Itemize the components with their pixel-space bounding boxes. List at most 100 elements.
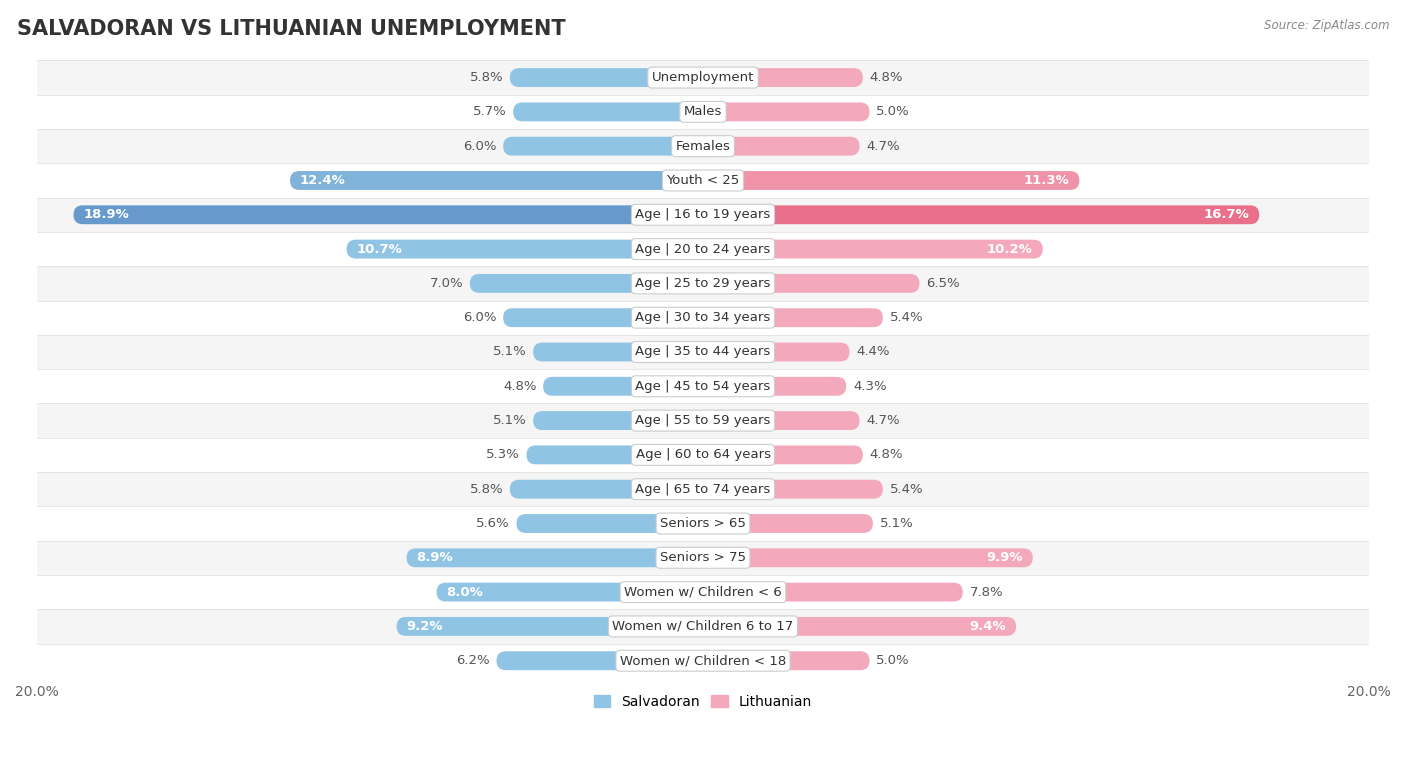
FancyBboxPatch shape [703, 514, 873, 533]
Bar [37, 335, 1369, 369]
Text: 5.3%: 5.3% [486, 448, 520, 462]
Text: Age | 25 to 29 years: Age | 25 to 29 years [636, 277, 770, 290]
Text: 9.2%: 9.2% [406, 620, 443, 633]
Text: 4.4%: 4.4% [856, 345, 890, 359]
Bar [37, 266, 1369, 301]
Text: 5.1%: 5.1% [492, 414, 526, 427]
FancyBboxPatch shape [73, 205, 703, 224]
Bar [37, 403, 1369, 438]
FancyBboxPatch shape [396, 617, 703, 636]
FancyBboxPatch shape [703, 411, 859, 430]
Text: Age | 35 to 44 years: Age | 35 to 44 years [636, 345, 770, 359]
Bar [37, 540, 1369, 575]
FancyBboxPatch shape [703, 480, 883, 499]
FancyBboxPatch shape [533, 411, 703, 430]
Text: 8.0%: 8.0% [447, 586, 484, 599]
FancyBboxPatch shape [510, 480, 703, 499]
Bar [37, 198, 1369, 232]
Text: Females: Females [675, 140, 731, 153]
FancyBboxPatch shape [703, 583, 963, 602]
FancyBboxPatch shape [503, 137, 703, 156]
Text: Unemployment: Unemployment [652, 71, 754, 84]
Text: 5.6%: 5.6% [477, 517, 510, 530]
FancyBboxPatch shape [703, 445, 863, 464]
Text: Age | 65 to 74 years: Age | 65 to 74 years [636, 483, 770, 496]
Text: 18.9%: 18.9% [83, 208, 129, 221]
Text: 12.4%: 12.4% [299, 174, 346, 187]
Bar [37, 61, 1369, 95]
FancyBboxPatch shape [703, 651, 869, 670]
FancyBboxPatch shape [703, 205, 1260, 224]
Text: 4.3%: 4.3% [853, 380, 887, 393]
FancyBboxPatch shape [703, 548, 1033, 567]
Text: 5.1%: 5.1% [492, 345, 526, 359]
FancyBboxPatch shape [436, 583, 703, 602]
FancyBboxPatch shape [470, 274, 703, 293]
Text: 16.7%: 16.7% [1204, 208, 1249, 221]
Text: 4.7%: 4.7% [866, 140, 900, 153]
Text: 5.8%: 5.8% [470, 483, 503, 496]
Bar [37, 301, 1369, 335]
Text: 7.8%: 7.8% [970, 586, 1002, 599]
Text: 5.7%: 5.7% [472, 105, 506, 118]
Bar [37, 369, 1369, 403]
Text: 11.3%: 11.3% [1024, 174, 1070, 187]
FancyBboxPatch shape [503, 308, 703, 327]
Text: 10.7%: 10.7% [357, 242, 402, 256]
Text: Seniors > 65: Seniors > 65 [659, 517, 747, 530]
Bar [37, 164, 1369, 198]
Bar [37, 232, 1369, 266]
Text: 5.1%: 5.1% [880, 517, 914, 530]
Bar [37, 472, 1369, 506]
Text: Age | 55 to 59 years: Age | 55 to 59 years [636, 414, 770, 427]
Text: 5.0%: 5.0% [876, 105, 910, 118]
FancyBboxPatch shape [543, 377, 703, 396]
Text: Males: Males [683, 105, 723, 118]
Text: Youth < 25: Youth < 25 [666, 174, 740, 187]
FancyBboxPatch shape [703, 617, 1017, 636]
Text: Age | 30 to 34 years: Age | 30 to 34 years [636, 311, 770, 324]
Bar [37, 506, 1369, 540]
Text: Age | 60 to 64 years: Age | 60 to 64 years [636, 448, 770, 462]
Text: 9.4%: 9.4% [970, 620, 1007, 633]
Bar [37, 575, 1369, 609]
FancyBboxPatch shape [516, 514, 703, 533]
FancyBboxPatch shape [347, 240, 703, 259]
Legend: Salvadoran, Lithuanian: Salvadoran, Lithuanian [588, 689, 818, 714]
Text: 6.2%: 6.2% [456, 654, 489, 667]
FancyBboxPatch shape [703, 171, 1080, 190]
Bar [37, 129, 1369, 164]
FancyBboxPatch shape [703, 308, 883, 327]
Bar [37, 95, 1369, 129]
FancyBboxPatch shape [533, 343, 703, 361]
Text: 4.7%: 4.7% [866, 414, 900, 427]
Text: 5.8%: 5.8% [470, 71, 503, 84]
FancyBboxPatch shape [496, 651, 703, 670]
Bar [37, 438, 1369, 472]
Text: 5.4%: 5.4% [890, 311, 924, 324]
Text: 4.8%: 4.8% [869, 71, 903, 84]
Text: 10.2%: 10.2% [987, 242, 1033, 256]
Text: Women w/ Children < 18: Women w/ Children < 18 [620, 654, 786, 667]
Text: Age | 16 to 19 years: Age | 16 to 19 years [636, 208, 770, 221]
Text: SALVADORAN VS LITHUANIAN UNEMPLOYMENT: SALVADORAN VS LITHUANIAN UNEMPLOYMENT [17, 19, 565, 39]
FancyBboxPatch shape [513, 102, 703, 121]
FancyBboxPatch shape [510, 68, 703, 87]
Text: Age | 45 to 54 years: Age | 45 to 54 years [636, 380, 770, 393]
Text: 5.4%: 5.4% [890, 483, 924, 496]
FancyBboxPatch shape [703, 137, 859, 156]
Text: Seniors > 75: Seniors > 75 [659, 551, 747, 564]
FancyBboxPatch shape [406, 548, 703, 567]
Text: 7.0%: 7.0% [430, 277, 463, 290]
Text: Women w/ Children 6 to 17: Women w/ Children 6 to 17 [613, 620, 793, 633]
Text: Age | 20 to 24 years: Age | 20 to 24 years [636, 242, 770, 256]
Text: 6.0%: 6.0% [463, 140, 496, 153]
Text: 6.0%: 6.0% [463, 311, 496, 324]
Text: 9.9%: 9.9% [986, 551, 1022, 564]
FancyBboxPatch shape [703, 102, 869, 121]
Text: Women w/ Children < 6: Women w/ Children < 6 [624, 586, 782, 599]
Bar [37, 609, 1369, 643]
FancyBboxPatch shape [703, 68, 863, 87]
Text: 8.9%: 8.9% [416, 551, 453, 564]
Text: 6.5%: 6.5% [927, 277, 960, 290]
